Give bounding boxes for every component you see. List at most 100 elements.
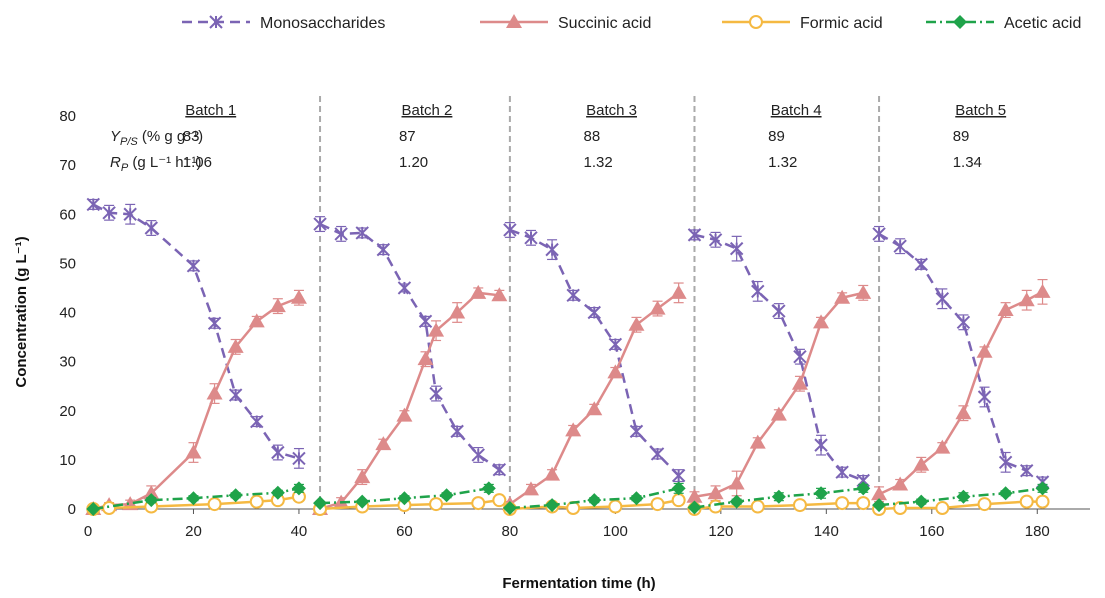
data-point <box>417 351 434 366</box>
data-point <box>271 445 285 460</box>
data-point <box>729 494 744 509</box>
data-point <box>728 475 745 490</box>
batch-label-batch-2: Batch 2 <box>402 102 453 119</box>
y-tick-label: 80 <box>59 108 76 125</box>
annotations: YP/S (% g g⁻¹) RP (g L⁻¹ h⁻¹) Batch 1 83 1.0… <box>110 102 1006 174</box>
data-point <box>687 228 702 242</box>
data-point <box>708 233 723 247</box>
legend-marker <box>953 15 967 29</box>
series-line <box>92 203 300 460</box>
data-point <box>1019 494 1034 509</box>
data-point <box>186 491 201 506</box>
data-point <box>956 315 971 330</box>
data-point <box>86 502 101 516</box>
data-point <box>144 221 158 235</box>
data-point <box>450 424 464 439</box>
data-point <box>522 481 539 496</box>
data-point <box>686 488 703 503</box>
data-point <box>834 289 851 304</box>
series-succinic-acid <box>85 278 1051 515</box>
x-tick-label: 60 <box>396 523 413 540</box>
data-point <box>707 485 724 500</box>
legend-marker <box>506 14 522 28</box>
legend-item-succinic-acid: Succinic acid <box>480 14 651 32</box>
series-monosaccharides <box>86 197 1050 489</box>
data-point <box>248 313 265 328</box>
data-point <box>429 386 443 401</box>
batch-rate-value: 1.32 <box>584 154 613 171</box>
data-point <box>375 436 392 451</box>
data-point <box>687 500 702 515</box>
data-point <box>1020 463 1034 478</box>
data-point <box>586 401 603 416</box>
data-point <box>102 501 117 516</box>
data-point <box>607 364 624 379</box>
data-point <box>492 462 507 477</box>
data-point <box>608 499 623 514</box>
data-point <box>835 465 849 479</box>
data-point <box>418 314 433 329</box>
batch-yield-value: 89 <box>953 128 970 145</box>
data-point <box>608 337 623 352</box>
rate-row-label: RP (g L⁻¹ h⁻¹) <box>110 154 202 174</box>
batch-rate-value: 1.34 <box>953 154 982 171</box>
data-point <box>814 486 829 501</box>
data-point <box>354 469 371 484</box>
batch-yield-value: 88 <box>584 128 601 145</box>
series-line <box>878 290 1044 496</box>
data-point <box>524 231 538 245</box>
x-tick-label: 80 <box>502 523 519 540</box>
batch-rate-value: 1.20 <box>399 154 428 171</box>
data-point <box>976 343 993 358</box>
data-point <box>671 468 686 483</box>
y-tick-label: 0 <box>68 501 76 518</box>
data-point <box>397 281 412 295</box>
data-point <box>914 257 928 272</box>
data-point <box>449 304 466 319</box>
data-point <box>955 405 972 420</box>
data-point <box>629 424 644 439</box>
y-tick-label: 70 <box>59 157 76 174</box>
data-point <box>376 242 391 257</box>
y-tick-label: 60 <box>59 206 76 223</box>
data-point <box>313 496 328 511</box>
y-tick-label: 40 <box>59 305 76 322</box>
x-tick-label: 0 <box>84 523 92 540</box>
series-line <box>878 232 1028 472</box>
legend-item-acetic-acid: Acetic acid <box>926 15 1081 32</box>
legend-marker <box>209 15 223 29</box>
data-point <box>771 489 786 504</box>
legend-label: Succinic acid <box>558 15 651 32</box>
data-point <box>291 481 306 496</box>
data-point <box>934 439 951 454</box>
data-point <box>428 322 445 337</box>
y-tick-label: 50 <box>59 255 76 272</box>
x-tick-label: 20 <box>185 523 202 540</box>
series-line <box>694 233 864 482</box>
data-point <box>270 485 285 500</box>
data-point <box>249 494 264 509</box>
legend-label: Monosaccharides <box>260 15 385 32</box>
data-point <box>1035 481 1050 496</box>
data-point <box>792 498 807 513</box>
data-point <box>566 288 580 303</box>
data-point <box>814 438 828 452</box>
legend-marker <box>749 15 763 29</box>
data-point <box>334 227 348 241</box>
series-line <box>509 291 680 506</box>
data-point <box>650 497 665 512</box>
data-point <box>396 407 413 422</box>
data-point <box>729 241 744 256</box>
data-point <box>977 497 992 512</box>
data-point <box>998 486 1013 501</box>
data-point <box>439 488 454 503</box>
data-point <box>751 284 765 299</box>
data-point <box>123 207 137 221</box>
data-point <box>86 197 100 212</box>
x-tick-label: 40 <box>291 523 308 540</box>
data-point <box>956 489 971 504</box>
data-point <box>770 406 787 421</box>
data-point <box>545 498 560 513</box>
series-layer <box>85 197 1051 516</box>
series-acetic-acid <box>86 481 1050 516</box>
